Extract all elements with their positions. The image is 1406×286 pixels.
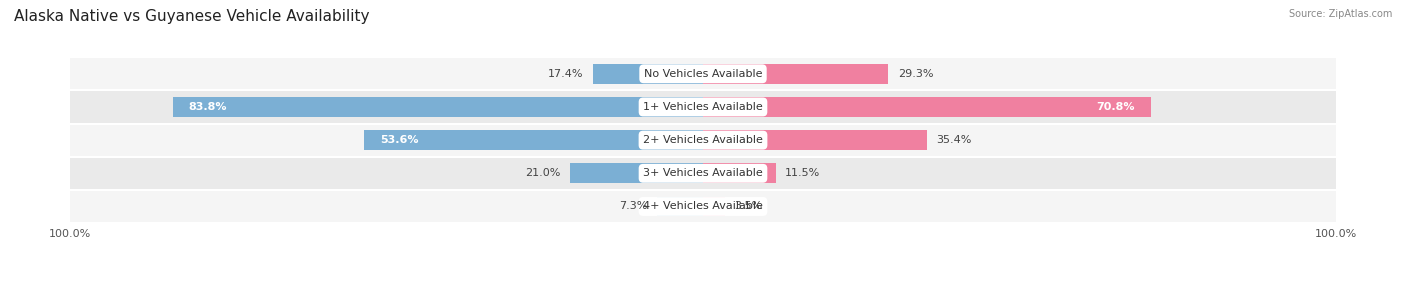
Bar [703, 97, 1152, 117]
Text: 2+ Vehicles Available: 2+ Vehicles Available [643, 135, 763, 145]
Text: 70.8%: 70.8% [1097, 102, 1135, 112]
Bar [703, 64, 889, 84]
Text: Source: ZipAtlas.com: Source: ZipAtlas.com [1288, 9, 1392, 19]
Text: 35.4%: 35.4% [936, 135, 972, 145]
Text: 11.5%: 11.5% [785, 168, 821, 178]
Bar [593, 64, 703, 84]
Bar [703, 196, 725, 217]
Bar [173, 97, 703, 117]
Text: 17.4%: 17.4% [548, 69, 583, 79]
Text: 3+ Vehicles Available: 3+ Vehicles Available [643, 168, 763, 178]
Text: 3.5%: 3.5% [734, 202, 763, 211]
Text: 53.6%: 53.6% [380, 135, 418, 145]
Text: Alaska Native vs Guyanese Vehicle Availability: Alaska Native vs Guyanese Vehicle Availa… [14, 9, 370, 23]
Bar [571, 163, 703, 183]
Bar [703, 163, 776, 183]
Bar [70, 157, 1336, 190]
Text: 4+ Vehicles Available: 4+ Vehicles Available [643, 202, 763, 211]
Bar [657, 196, 703, 217]
Bar [70, 190, 1336, 223]
Bar [70, 57, 1336, 90]
Text: 7.3%: 7.3% [619, 202, 647, 211]
Bar [70, 124, 1336, 157]
Text: 1+ Vehicles Available: 1+ Vehicles Available [643, 102, 763, 112]
Text: 21.0%: 21.0% [526, 168, 561, 178]
Text: No Vehicles Available: No Vehicles Available [644, 69, 762, 79]
Text: 83.8%: 83.8% [188, 102, 228, 112]
Bar [70, 90, 1336, 124]
Bar [703, 130, 927, 150]
Bar [364, 130, 703, 150]
Text: 29.3%: 29.3% [898, 69, 934, 79]
